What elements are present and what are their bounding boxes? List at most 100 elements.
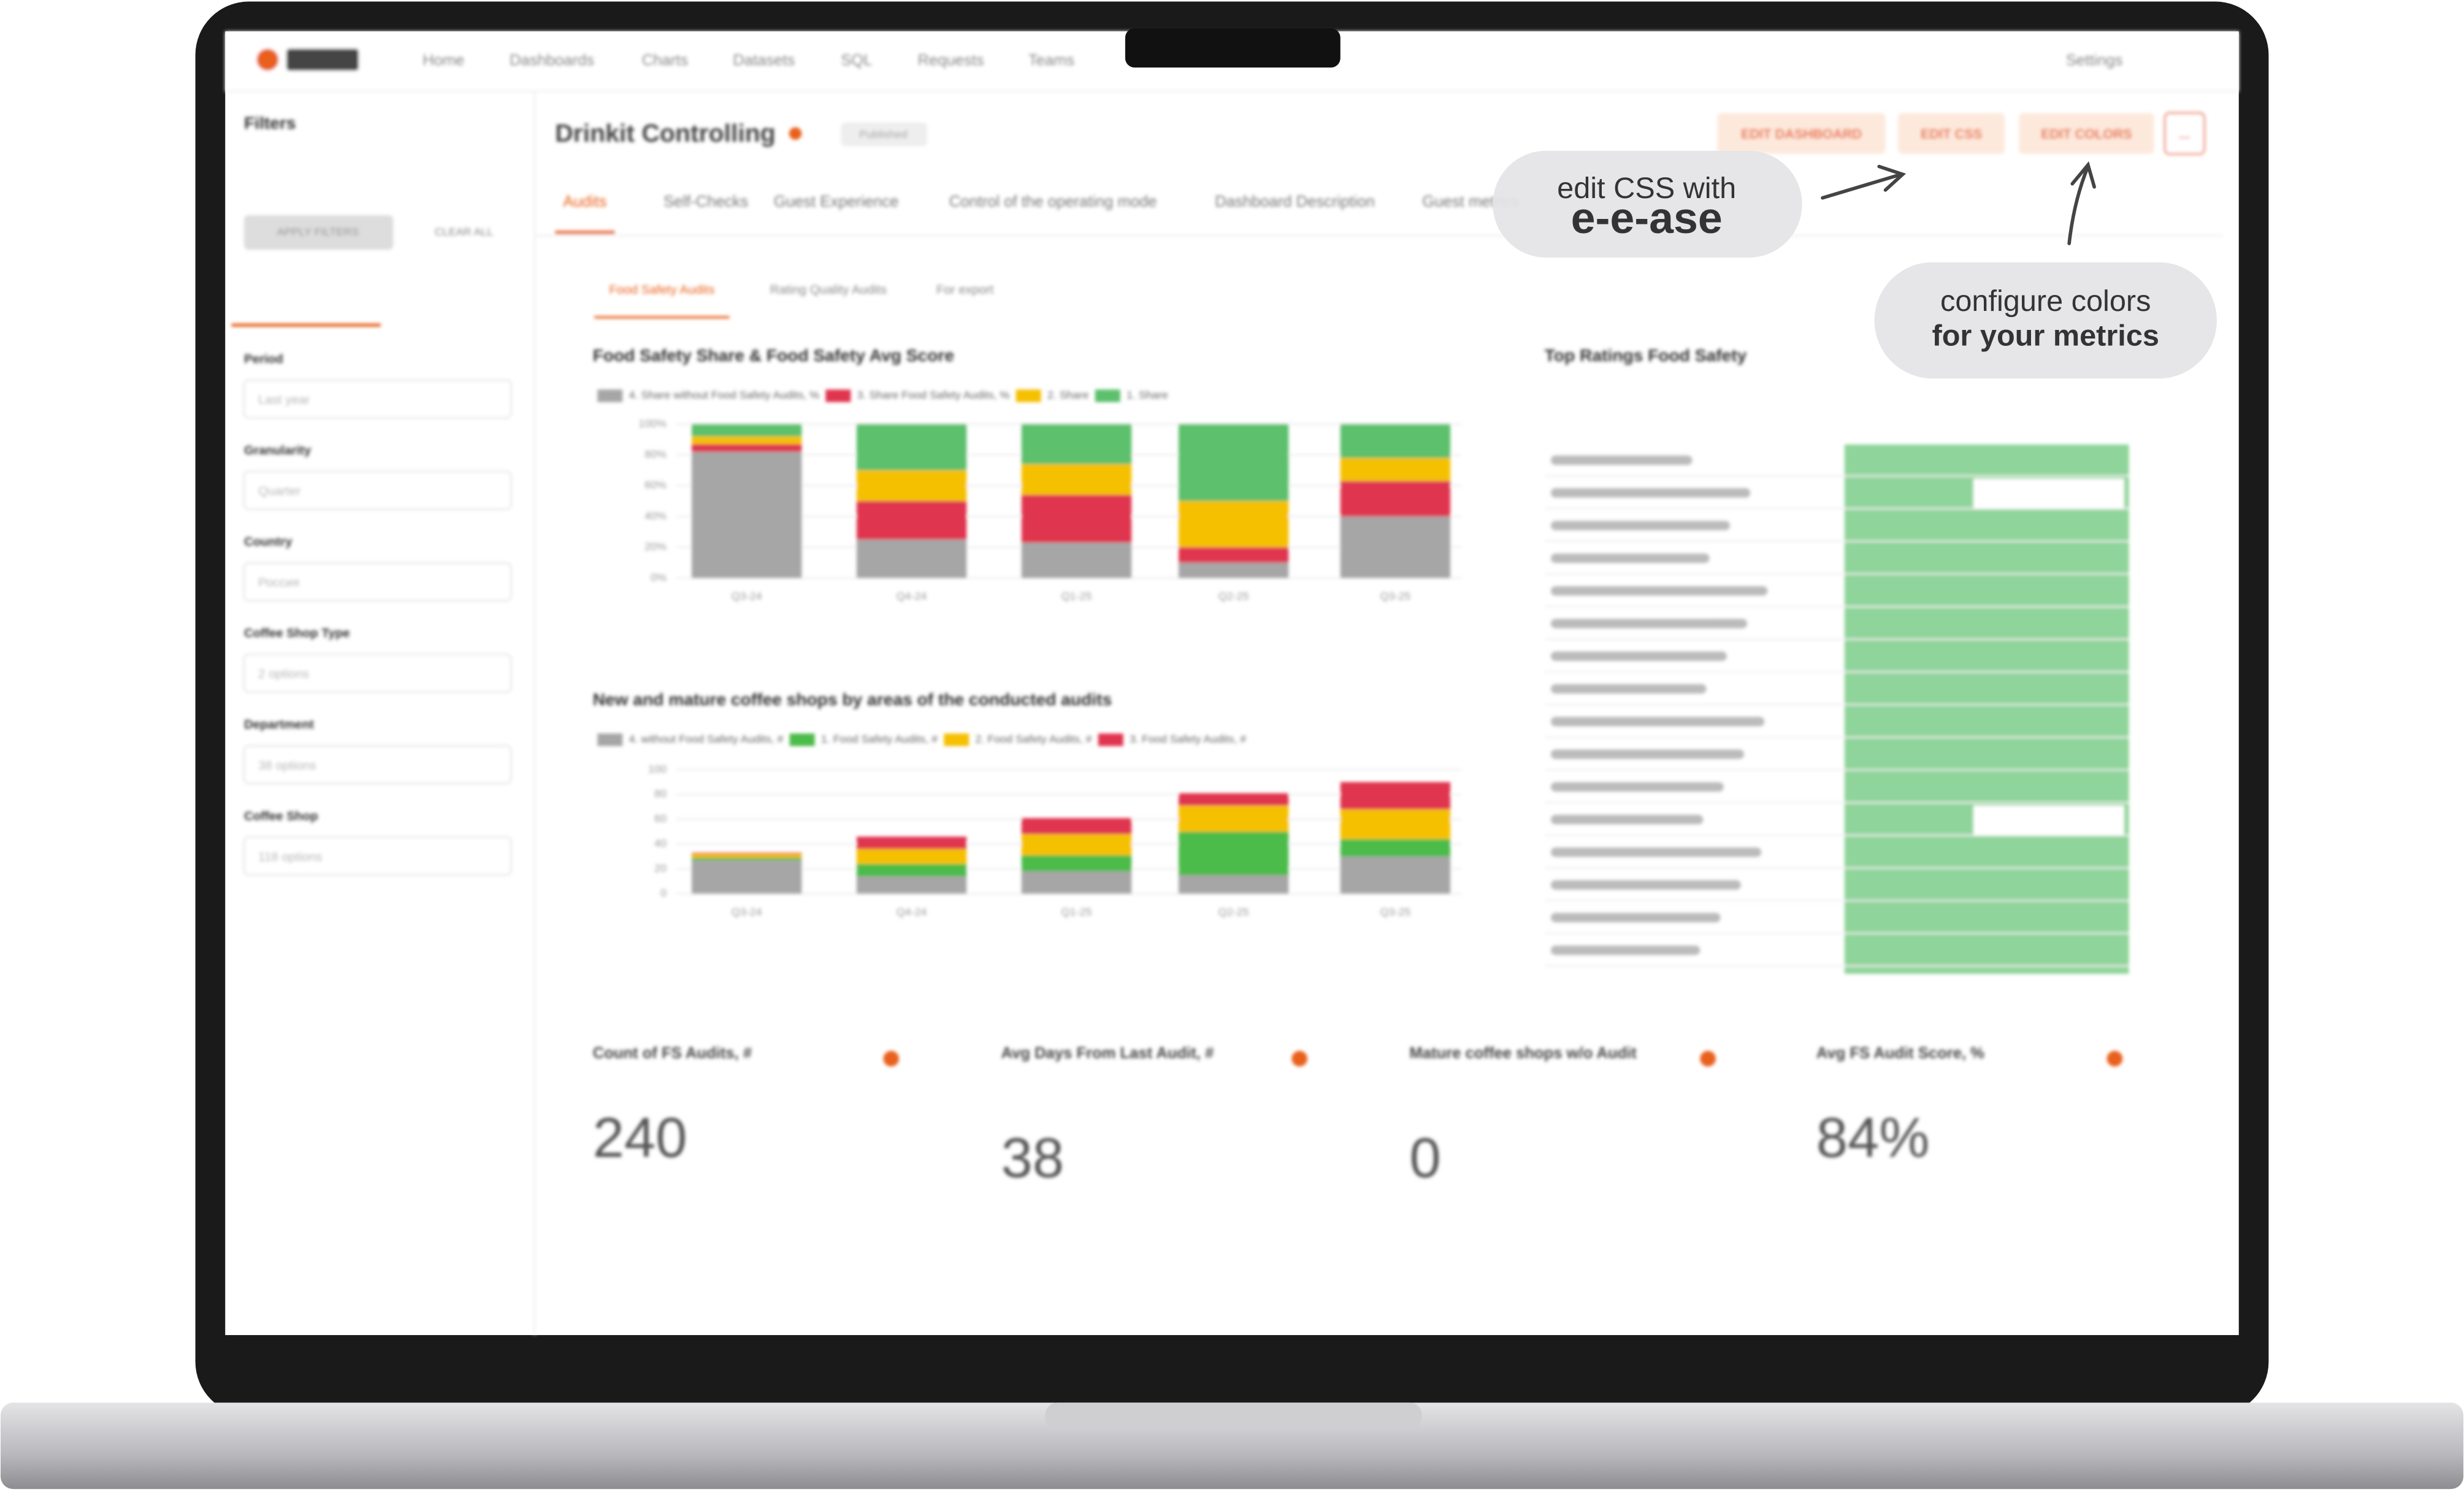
- header-button-label[interactable]: EDIT DASHBOARD: [1741, 126, 1862, 142]
- table-row-text: [1550, 455, 1693, 465]
- tab[interactable]: Audits: [563, 193, 606, 210]
- kpi-value: 240: [593, 1106, 687, 1169]
- legend-swatch: [789, 733, 815, 746]
- bar-segment: [1340, 516, 1451, 578]
- bar-segment: [1178, 832, 1289, 876]
- y-tick-label: 0%: [651, 571, 667, 583]
- filter-select[interactable]: [243, 744, 512, 784]
- tab[interactable]: Guest Experience: [774, 193, 899, 210]
- legend-swatch: [597, 733, 623, 746]
- legend-swatch: [1095, 389, 1120, 402]
- kpi-dot: [1700, 1050, 1716, 1067]
- legend-swatch: [825, 389, 851, 402]
- kpi-value: 84%: [1816, 1106, 1930, 1169]
- table-white-cell: [1973, 805, 2124, 836]
- table-white-cell: [1973, 478, 2124, 509]
- y-tick-label: 100%: [638, 417, 667, 429]
- bar-segment: [856, 876, 967, 894]
- bar-segment: [1021, 495, 1132, 543]
- kpi-value: 38: [1001, 1127, 1064, 1190]
- bar-segment: [1021, 834, 1132, 855]
- dashboard-title: Drinkit Controlling: [555, 119, 776, 147]
- filter-value[interactable]: 2 options: [258, 667, 309, 681]
- legend-swatch: [597, 389, 623, 402]
- filter-value[interactable]: Quarter: [258, 484, 301, 499]
- callout-text: e-e-ase: [1571, 194, 1723, 243]
- filter-label: Department: [244, 717, 314, 732]
- legend-label: 2. Food Safety Audits, #: [975, 733, 1092, 745]
- nav-item[interactable]: Dashboards: [510, 52, 594, 69]
- x-tick-label: Q3-24: [732, 906, 762, 918]
- table-row-text: [1550, 684, 1707, 694]
- filter-label: Granularity: [244, 443, 312, 457]
- nav-item[interactable]: Datasets: [733, 52, 795, 69]
- header-button-label[interactable]: ...: [2179, 126, 2190, 142]
- header-button[interactable]: [2164, 112, 2205, 155]
- filter-value[interactable]: 38 options: [258, 759, 316, 773]
- header-button[interactable]: [2019, 113, 2154, 155]
- bar-segment: [691, 424, 802, 437]
- logo: [256, 48, 279, 71]
- tab[interactable]: Control of the operating mode: [949, 193, 1157, 210]
- callout-arrow: [2067, 161, 2096, 245]
- legend-swatch: [944, 733, 970, 746]
- nav-item[interactable]: Home: [423, 52, 464, 69]
- filter-label: Country: [244, 535, 293, 549]
- x-tick-label: Q2-25: [1219, 906, 1249, 918]
- apply-label[interactable]: APPLY FILTERS: [277, 226, 359, 238]
- filter-select[interactable]: [243, 470, 512, 510]
- header-button-label[interactable]: EDIT COLORS: [2041, 126, 2132, 142]
- filter-select[interactable]: [243, 836, 512, 876]
- bar-segment: [1340, 839, 1451, 857]
- filter-value[interactable]: Россия: [258, 576, 299, 590]
- callout-bubble: [1493, 150, 1802, 258]
- y-tick-label: 60%: [645, 479, 667, 491]
- filter-value[interactable]: Last year: [258, 393, 310, 407]
- header-button[interactable]: [1717, 113, 1886, 155]
- filter-value[interactable]: 118 options: [258, 850, 322, 864]
- x-tick-label: Q3-24: [732, 590, 762, 602]
- bar-segment: [856, 836, 967, 849]
- bar-segment: [856, 424, 967, 470]
- legend-label: 4. without Food Safety Audits, #: [629, 733, 783, 745]
- apply-button[interactable]: [243, 215, 394, 250]
- filter-select[interactable]: [243, 653, 512, 693]
- nav-item[interactable]: Charts: [642, 52, 688, 69]
- table-row-text: [1550, 553, 1710, 563]
- filter-select[interactable]: [243, 379, 512, 419]
- bar-segment: [691, 854, 802, 858]
- bar-segment: [1021, 464, 1132, 496]
- tab[interactable]: Dashboard Description: [1215, 193, 1375, 210]
- kpi-dot: [883, 1050, 900, 1067]
- bar-segment: [856, 539, 967, 578]
- nav-settings[interactable]: Settings: [2066, 52, 2123, 69]
- legend-swatch: [1016, 389, 1041, 402]
- subtab[interactable]: Rating Quality Audits: [770, 283, 887, 297]
- subtab[interactable]: Food Safety Audits: [609, 283, 714, 297]
- clear-label[interactable]: CLEAR ALL: [435, 226, 494, 238]
- tab[interactable]: Self-Checks: [664, 193, 748, 210]
- legend-label: 4. Share without Food Safety Audits, %: [629, 389, 819, 401]
- bar-segment: [856, 501, 967, 540]
- header-button-label[interactable]: EDIT CSS: [1921, 126, 1982, 142]
- table-row-text: [1550, 651, 1727, 661]
- kpi-title: Count of FS Audits, #: [593, 1044, 752, 1062]
- y-tick-label: 40%: [645, 510, 667, 522]
- nav-item[interactable]: Requests: [917, 52, 984, 69]
- y-tick-label: 20%: [645, 540, 667, 553]
- y-tick-label: 100: [648, 763, 667, 775]
- table-row-text: [1550, 848, 1762, 857]
- base-notch: [1045, 1402, 1422, 1429]
- nav-item[interactable]: Teams: [1028, 52, 1074, 69]
- subtab[interactable]: For export: [936, 283, 994, 297]
- bar-segment: [856, 470, 967, 502]
- nav-item[interactable]: SQL: [841, 52, 872, 69]
- filter-select[interactable]: [243, 562, 512, 602]
- bar-segment: [1178, 501, 1289, 548]
- legend-swatch: [1098, 733, 1123, 746]
- table-row-text: [1550, 814, 1704, 825]
- callout-text: configure colors: [1940, 285, 2151, 318]
- header-button[interactable]: [1897, 113, 2005, 155]
- table-row-text: [1550, 619, 1748, 629]
